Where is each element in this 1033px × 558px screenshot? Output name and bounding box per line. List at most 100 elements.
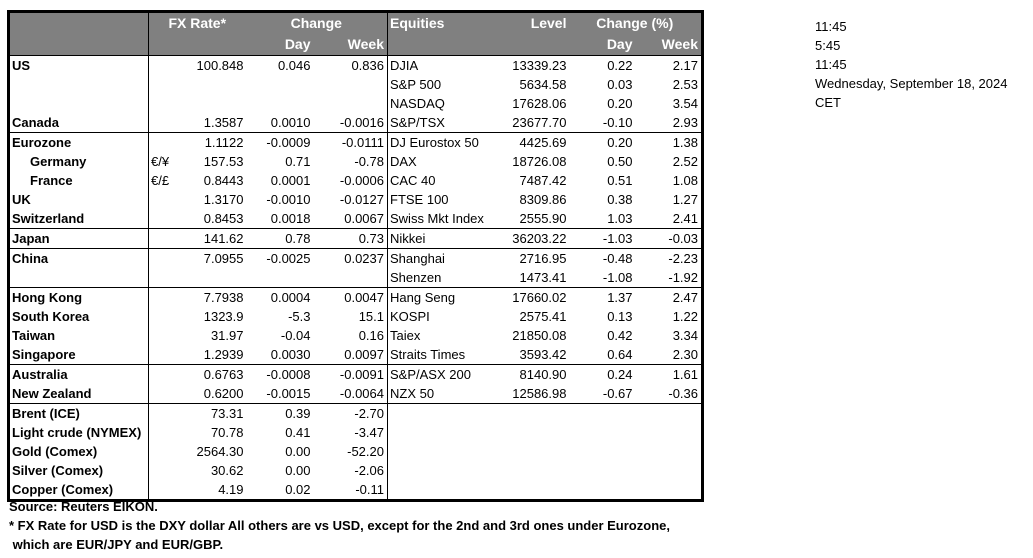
fx-week-change: 0.16 (313, 326, 388, 345)
fx-rate-value: 1.3587 (203, 115, 244, 130)
fx-rate-value: 0.8443 (203, 173, 244, 188)
equity-week-change: 1.61 (672, 367, 698, 382)
fx-week-change: -2.70 (313, 403, 388, 423)
fx-day-change: 0.02 (285, 482, 311, 497)
header-eq-week: Week (635, 34, 703, 56)
fx-day-change: -0.0015 (246, 384, 314, 404)
equity-level: 18726.08 (512, 154, 567, 169)
row-label: Brent (ICE) (8, 403, 149, 423)
equity-level: 4425.69 (519, 135, 567, 150)
fx-rate-cell: 7.0955 (149, 249, 247, 269)
equity-name: KOSPI (390, 309, 430, 324)
fx-week-change: -52.20 (313, 442, 388, 461)
time-1: 11:45 (815, 19, 847, 34)
table-row: NASDAQ 17628.06 0.20 3.54 (8, 94, 703, 113)
equity-week-change: 2.52 (672, 154, 698, 169)
empty-cell (570, 442, 636, 461)
fx-day-change: -0.0025 (266, 251, 311, 266)
equity-week-change: -1.92 (635, 268, 703, 288)
equity-level: 2575.41 (519, 309, 567, 324)
empty-cell (500, 461, 570, 480)
table-row: Eurozone 1.1122 -0.0009 -0.0111 DJ Eurostox … (8, 132, 703, 152)
table-row: Shenzen 1473.41 -1.08 -1.92 (8, 268, 703, 288)
equity-week-change: 2.30 (635, 345, 703, 365)
fx-day-change: -0.04 (280, 328, 311, 343)
header-day: Day (246, 34, 314, 56)
equity-week-change: 1.08 (672, 173, 698, 188)
header-fx-rate: FX Rate* (148, 11, 247, 34)
fx-rate-value: 0.6763 (203, 367, 244, 382)
equity-name: DJ Eurostox 50 (390, 135, 479, 150)
fx-rate-value: 1.3170 (203, 192, 244, 207)
fx-day-change: -0.0008 (266, 367, 311, 382)
fx-rate-cell (149, 94, 247, 113)
equity-week-change: 2.93 (635, 113, 703, 133)
header-week: Week (313, 34, 388, 56)
empty-cell (636, 461, 703, 480)
date: Wednesday, September 18, 2024 (815, 76, 1008, 91)
equity-level: 12586.98 (499, 384, 570, 404)
empty-cell (500, 423, 570, 442)
fx-day-change (247, 94, 314, 113)
fx-week-change: -0.0064 (313, 384, 388, 404)
fx-day-change: 0.71 (285, 154, 311, 169)
equity-name: Shenzen (387, 268, 500, 288)
table-row: Copper (Comex) 4.19 0.02 -0.11 (8, 480, 703, 501)
row-label: US (8, 55, 149, 75)
empty-cell (500, 442, 570, 461)
row-label: Silver (Comex) (8, 461, 149, 480)
fx-day-change: 0.0004 (270, 290, 311, 305)
fx-week-change (313, 94, 388, 113)
equity-level: 8140.90 (519, 367, 567, 382)
fx-day-change: 0.0018 (246, 209, 314, 229)
equity-name: DJIA (390, 58, 419, 73)
table-row: New Zealand 0.6200 -0.0015 -0.0064 NZX 50 125… (8, 384, 703, 404)
fx-week-change (313, 75, 388, 94)
fx-rate-value: 0.6200 (203, 386, 244, 401)
equity-name: DAX (390, 154, 417, 169)
fx-day-change: -5.3 (288, 309, 311, 324)
fx-day-change: 0.00 (285, 444, 311, 459)
fx-rate-cell: 1.2939 (148, 345, 247, 365)
equity-name: S&P 500 (390, 77, 442, 92)
equity-day-change: 0.13 (607, 309, 633, 324)
fx-week-change: -0.11 (313, 480, 388, 501)
equity-day-change: 0.22 (607, 58, 633, 73)
header-change-pct: Change (%) (569, 11, 703, 34)
equity-level: 13339.23 (512, 58, 567, 73)
row-label: Gold (Comex) (8, 442, 149, 461)
fx-week-change: 0.0067 (313, 209, 388, 229)
fx-week-change: 0.0097 (313, 345, 388, 365)
fx-rate-cell: €/£ 0.8443 (149, 171, 247, 190)
fx-rate-value: 70.78 (210, 425, 244, 440)
table-row: Singapore 1.2939 0.0030 0.0097 Straits Times… (8, 345, 703, 365)
fx-rate-value: 4.19 (218, 482, 244, 497)
equity-name: S&P/TSX (387, 113, 500, 133)
equity-name: Nikkei (387, 228, 500, 249)
equity-level: 21850.08 (512, 328, 567, 343)
equity-week-change: 3.34 (672, 328, 698, 343)
empty-cell (636, 423, 703, 442)
fx-rate-value: 7.7938 (203, 290, 244, 305)
table-row: China 7.0955 -0.0025 0.0237 Shanghai 2716.95 -… (8, 248, 703, 269)
row-label: UK (8, 190, 149, 209)
equity-day-change: -0.48 (602, 251, 633, 266)
fx-rate-value: 1.1122 (204, 135, 244, 150)
fx-week-change: 0.0237 (313, 248, 388, 268)
fx-day-change: 0.78 (246, 228, 314, 249)
fx-rate-value: 2564.30 (196, 444, 244, 459)
equity-name: Straits Times (387, 345, 500, 365)
equity-name: Taiex (390, 328, 421, 343)
row-label: Canada (8, 113, 149, 133)
fx-rate-value: 157.53 (203, 154, 244, 169)
equity-day-change: 0.38 (607, 192, 633, 207)
equity-week-change: 2.17 (672, 58, 698, 73)
equity-name: S&P/ASX 200 (390, 367, 471, 382)
equity-name: NASDAQ (390, 96, 445, 111)
empty-cell (636, 404, 703, 424)
row-label: South Korea (8, 307, 149, 326)
market-data-table: FX Rate* Change Equities Level Change (%… (7, 10, 704, 502)
table-row: Australia 0.6763 -0.0008 -0.0091 S&P/ASX 200… (8, 364, 703, 384)
fx-day-change (247, 75, 314, 94)
row-label: Copper (Comex) (8, 480, 149, 501)
